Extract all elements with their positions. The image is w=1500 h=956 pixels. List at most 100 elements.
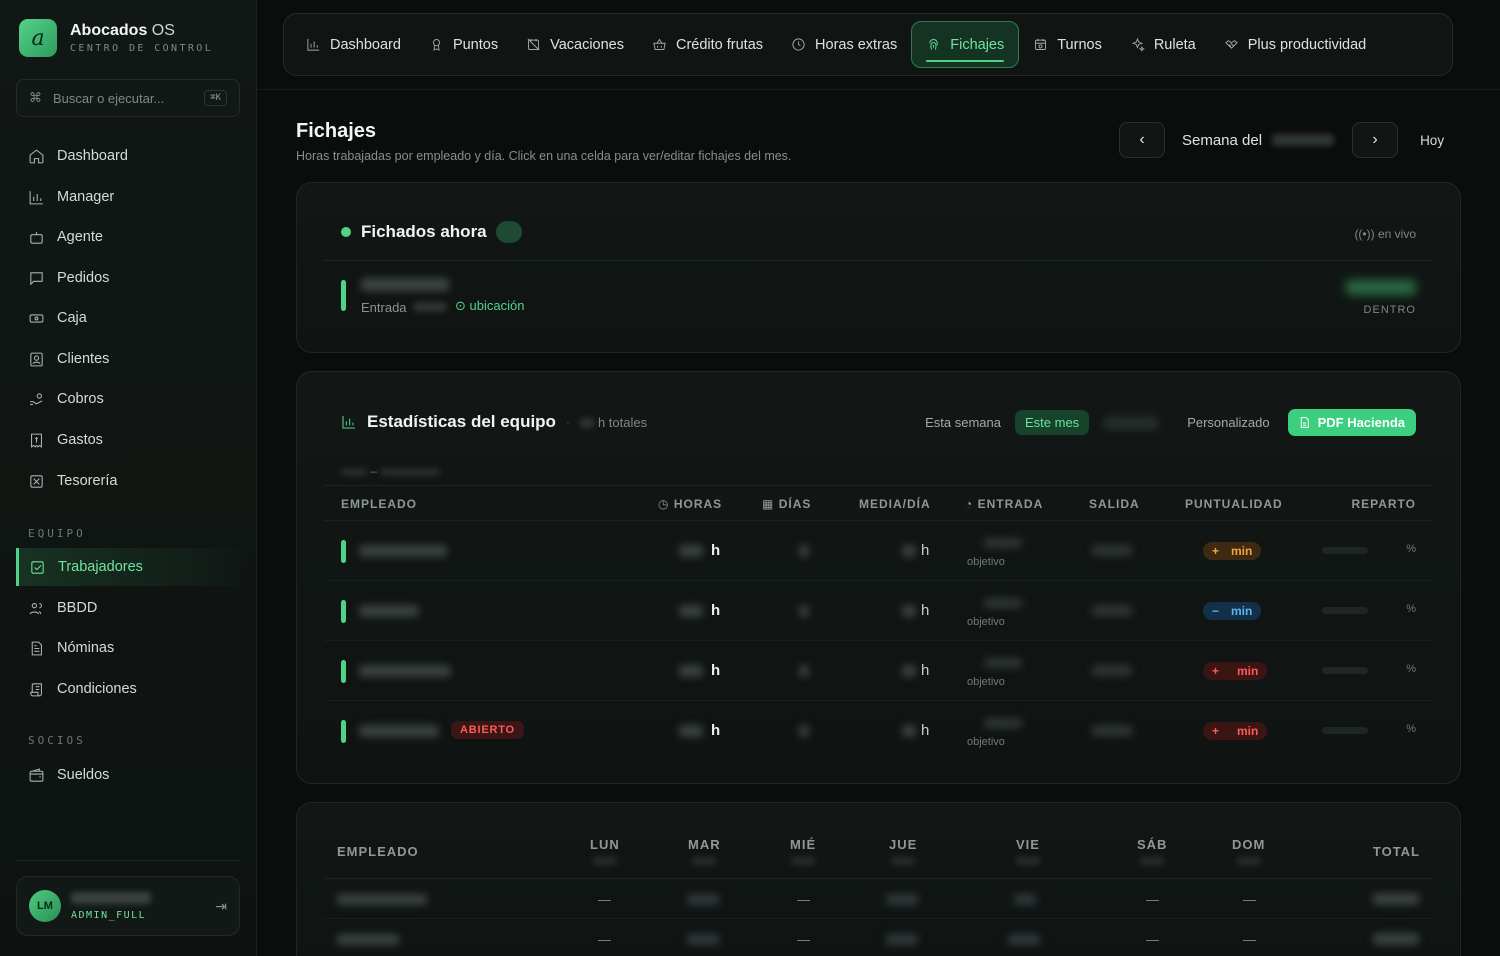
range-personalizado[interactable]: Personalizado (1187, 415, 1270, 430)
col-entrada[interactable]: ◔ ENTRADA (965, 497, 1044, 511)
pdf-hacienda-button[interactable]: PDF Hacienda (1287, 409, 1416, 436)
entrada-value (984, 658, 1022, 668)
reparto-bar (1322, 727, 1368, 734)
today-button[interactable]: Hoy (1420, 132, 1445, 148)
table-row[interactable]: ABIERTO h h objetivo + min % (324, 701, 1433, 761)
day-cell-sab[interactable]: — (1146, 932, 1159, 947)
sidebar-item-dashboard[interactable]: Dashboard (16, 137, 241, 175)
day-cell-lun[interactable]: — (598, 892, 611, 907)
tab-puntos[interactable]: Puntos (415, 21, 512, 68)
sidebar-item-agente[interactable]: Agente (16, 218, 241, 256)
table-row[interactable]: h h objetivo − min % (324, 581, 1433, 641)
table-row[interactable]: h h objetivo + min % (324, 521, 1433, 581)
day-cell-dom[interactable]: — (1243, 892, 1256, 907)
sidebar-item-cobros[interactable]: Cobros (16, 380, 241, 418)
brand[interactable]: a Abocados OS CENTRO DE CONTROL (19, 19, 213, 57)
table-row[interactable]: h h objetivo + min % (324, 641, 1433, 701)
day-cell-mar[interactable] (687, 894, 719, 905)
table-row[interactable]: — — — — (324, 879, 1433, 919)
sidebar-item-nominas[interactable]: Nóminas (16, 629, 241, 667)
sidebar-item-label: Clientes (57, 351, 110, 367)
sidebar-item-pedidos[interactable]: Pedidos (16, 259, 241, 297)
sidebar-item-sueldos[interactable]: Sueldos (16, 756, 241, 794)
tab-turnos[interactable]: Turnos (1019, 21, 1116, 68)
col-horas[interactable]: ◷ HORAS (658, 497, 723, 511)
next-week-button[interactable]: › (1352, 122, 1399, 158)
live-status: ((•)) en vivo (1354, 227, 1416, 241)
day-cell-vie[interactable] (1014, 894, 1036, 905)
section-label-equipo: EQUIPO (28, 527, 86, 540)
entrada-value (984, 718, 1022, 728)
brand-subtitle: CENTRO DE CONTROL (70, 43, 214, 54)
day-cell-jue[interactable] (886, 934, 918, 945)
command-search[interactable]: ⌘ Buscar o ejecutar... ⌘K (16, 79, 240, 117)
calendar-off-icon (527, 38, 540, 51)
sidebar-item-trabajadores[interactable]: Trabajadores (16, 548, 241, 586)
col-mie[interactable]: MIÉ (790, 837, 816, 865)
sidebar-item-label: Tesorería (57, 473, 118, 489)
hours-value (679, 665, 703, 677)
col-lun[interactable]: LUN (590, 837, 620, 865)
tab-ruleta[interactable]: Ruleta (1116, 21, 1210, 68)
col-reparto[interactable]: REPARTO (1351, 497, 1416, 511)
calendar-clock-icon (1035, 38, 1047, 50)
tab-fichajes[interactable]: Fichajes (911, 21, 1020, 68)
reparto-pct: % (1406, 603, 1416, 615)
day-cell-vie[interactable] (1008, 934, 1040, 945)
sidebar-item-gastos[interactable]: Gastos (16, 421, 241, 459)
day-cell-mie[interactable]: — (797, 932, 810, 947)
row-indicator (341, 720, 346, 743)
sidebar-item-condiciones[interactable]: Condiciones (16, 670, 241, 708)
tab-vacaciones[interactable]: Vacaciones (512, 21, 638, 68)
open-badge: ABIERTO (451, 721, 524, 739)
avg-unit: h (921, 542, 930, 559)
reparto-pct: % (1406, 723, 1416, 735)
user-card[interactable]: LM ADMIN_FULL ⇥ (16, 876, 240, 936)
avg-unit: h (921, 722, 930, 739)
day-cell-mar[interactable] (687, 934, 719, 945)
sidebar-item-clientes[interactable]: Clientes (16, 340, 241, 378)
file-icon (1300, 417, 1309, 428)
day-cell-mie[interactable]: — (797, 892, 810, 907)
col-jue[interactable]: JUE (889, 837, 917, 865)
reparto-bar (1322, 667, 1368, 674)
tab-label: Fichajes (950, 36, 1005, 53)
tab-credito-frutas[interactable]: Crédito frutas (638, 21, 777, 68)
sidebar-item-bbdd[interactable]: BBDD (16, 589, 241, 627)
col-empleado[interactable]: EMPLEADO (341, 497, 418, 511)
hours-value (679, 605, 703, 617)
table-row[interactable]: — — — — (324, 919, 1433, 956)
bot-icon (30, 231, 43, 244)
sidebar-item-manager[interactable]: Manager (16, 178, 241, 216)
col-puntualidad[interactable]: PUNTUALIDAD (1185, 497, 1283, 511)
col-vie[interactable]: VIE (1016, 837, 1040, 865)
day-cell-dom[interactable]: — (1243, 932, 1256, 947)
range-esta-semana[interactable]: Esta semana (925, 415, 1001, 430)
range-blurred[interactable] (1103, 415, 1160, 430)
tab-dashboard[interactable]: Dashboard (292, 21, 415, 68)
day-cell-sab[interactable]: — (1146, 892, 1159, 907)
command-icon: ⌘ (29, 90, 42, 105)
col-empleado: EMPLEADO (337, 844, 419, 859)
sidebar-item-label: Trabajadores (58, 559, 143, 575)
page-subtitle: Horas trabajadas por empleado y día. Cli… (296, 149, 792, 163)
bar-chart-icon (29, 190, 43, 204)
sidebar-item-caja[interactable]: Caja (16, 299, 241, 337)
tab-horas-extras[interactable]: Horas extras (777, 21, 911, 68)
sidebar-item-tesoreria[interactable]: Tesorería (16, 462, 241, 500)
col-dias[interactable]: ▦ DÍAS (762, 497, 812, 511)
logout-icon[interactable]: ⇥ (215, 897, 227, 914)
day-cell-lun[interactable]: — (598, 932, 611, 947)
col-sab[interactable]: SÁB (1137, 837, 1167, 865)
col-salida[interactable]: SALIDA (1089, 497, 1140, 511)
sidebar-item-label: Cobros (57, 391, 104, 407)
prev-week-button[interactable]: ‹ (1119, 122, 1165, 158)
col-dom[interactable]: DOM (1232, 837, 1265, 865)
col-mar[interactable]: MAR (688, 837, 721, 865)
sidebar-divider (16, 860, 240, 861)
range-este-mes[interactable]: Este mes (1015, 410, 1090, 435)
day-cell-jue[interactable] (886, 894, 918, 905)
live-location-link[interactable]: ⊙ ubicación (455, 298, 525, 313)
tab-plus-productividad[interactable]: Plus productividad (1210, 21, 1381, 68)
col-media-dia[interactable]: MEDIA/DÍA (859, 497, 931, 511)
